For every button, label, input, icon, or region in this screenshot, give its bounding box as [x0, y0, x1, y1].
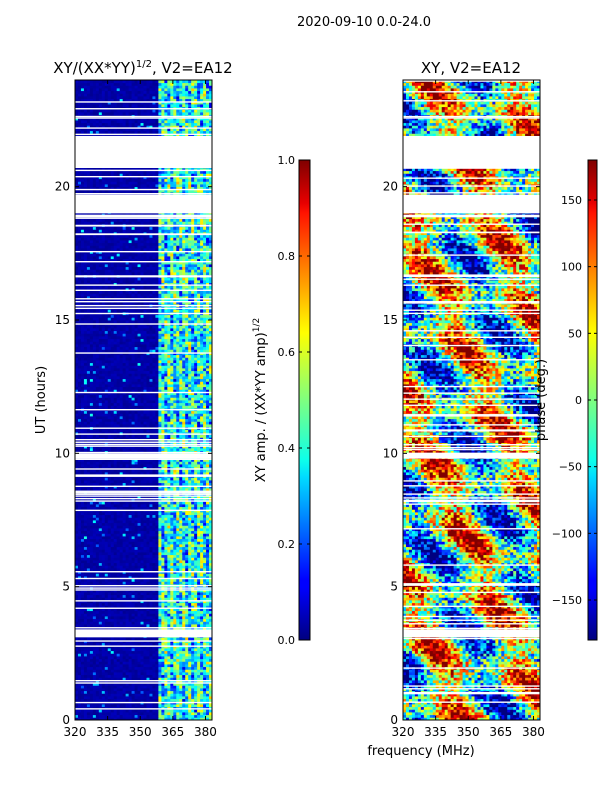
y-tick-label: 20 — [383, 180, 398, 194]
amplitude-colorbar-label-exponent: 1/2 — [252, 318, 262, 332]
amplitude-heatmap — [75, 80, 212, 720]
y-tick-label: 15 — [383, 313, 398, 327]
phase-heatmap — [403, 80, 540, 720]
x-tick-label: 365 — [489, 725, 512, 739]
y-tick-label: 10 — [55, 446, 70, 460]
y-tick-label: 5 — [62, 580, 70, 594]
x-tick-label: 380 — [194, 725, 217, 739]
amplitude-colorbar-label: XY amp. / (XX*YY amp)1/2 — [252, 318, 269, 482]
phase-panel-title: XY, V2=EA12 — [421, 59, 521, 77]
colorbar-tick-label: −50 — [559, 461, 582, 474]
x-tick-label: 335 — [424, 725, 447, 739]
colorbar-tick-label: 0.0 — [278, 634, 296, 647]
colorbar-tick-label: −100 — [552, 527, 582, 540]
x-tick-label: 350 — [129, 725, 152, 739]
figure-x-axis-label: frequency (MHz) — [367, 744, 474, 759]
y-tick-label: 5 — [390, 580, 398, 594]
colorbar-tick-label: 0.8 — [278, 250, 296, 263]
x-tick-label: 335 — [96, 725, 119, 739]
y-tick-label: 10 — [383, 446, 398, 460]
colorbar-tick-label: 100 — [561, 261, 582, 274]
colorbar-tick-label: −150 — [552, 594, 582, 607]
y-tick-label: 0 — [62, 713, 70, 727]
colorbar-tick-label: 150 — [561, 194, 582, 207]
amplitude-colorbar-bar — [299, 160, 310, 640]
amplitude-y-axis-label: UT (hours) — [34, 366, 49, 434]
amplitude-colorbar: 0.0 0.2 0.4 0.6 0.8 1.0 XY amp. / (XX*YY amp)… — [252, 154, 310, 647]
amplitude-panel-title: XY/(XX*YY)1/2, V2=EA12 — [53, 59, 232, 77]
colorbar-tick-label: 0.4 — [278, 442, 296, 455]
y-tick-label: 15 — [55, 313, 70, 327]
amplitude-title-exponent: 1/2 — [136, 59, 152, 70]
x-tick-label: 320 — [64, 725, 87, 739]
x-tick-label: 350 — [457, 725, 480, 739]
colorbar-tick-label: 0 — [575, 394, 582, 407]
x-tick-label: 380 — [522, 725, 545, 739]
y-tick-label: 0 — [390, 713, 398, 727]
x-tick-label: 365 — [161, 725, 184, 739]
phase-colorbar-label: phase (deg.) — [534, 359, 549, 441]
colorbar-tick-label: 1.0 — [278, 154, 296, 167]
colorbar-tick-label: 0.6 — [278, 346, 296, 359]
colorbar-tick-label: 50 — [568, 327, 582, 340]
phase-colorbar: −150 −100 −50 0 50 100 150 phase (deg.) — [534, 160, 597, 640]
y-tick-label: 20 — [55, 180, 70, 194]
x-tick-label: 320 — [392, 725, 415, 739]
colorbar-tick-label: 0.2 — [278, 538, 296, 551]
amplitude-panel: XY/(XX*YY)1/2, V2=EA12 320 335 350 365 380 0 5… — [34, 59, 233, 739]
phase-panel: XY, V2=EA12 320 335 350 365 380 0 5 10 15 20 — [383, 59, 545, 739]
figure-suptitle: 2020-09-10 0.0-24.0 — [297, 15, 431, 30]
